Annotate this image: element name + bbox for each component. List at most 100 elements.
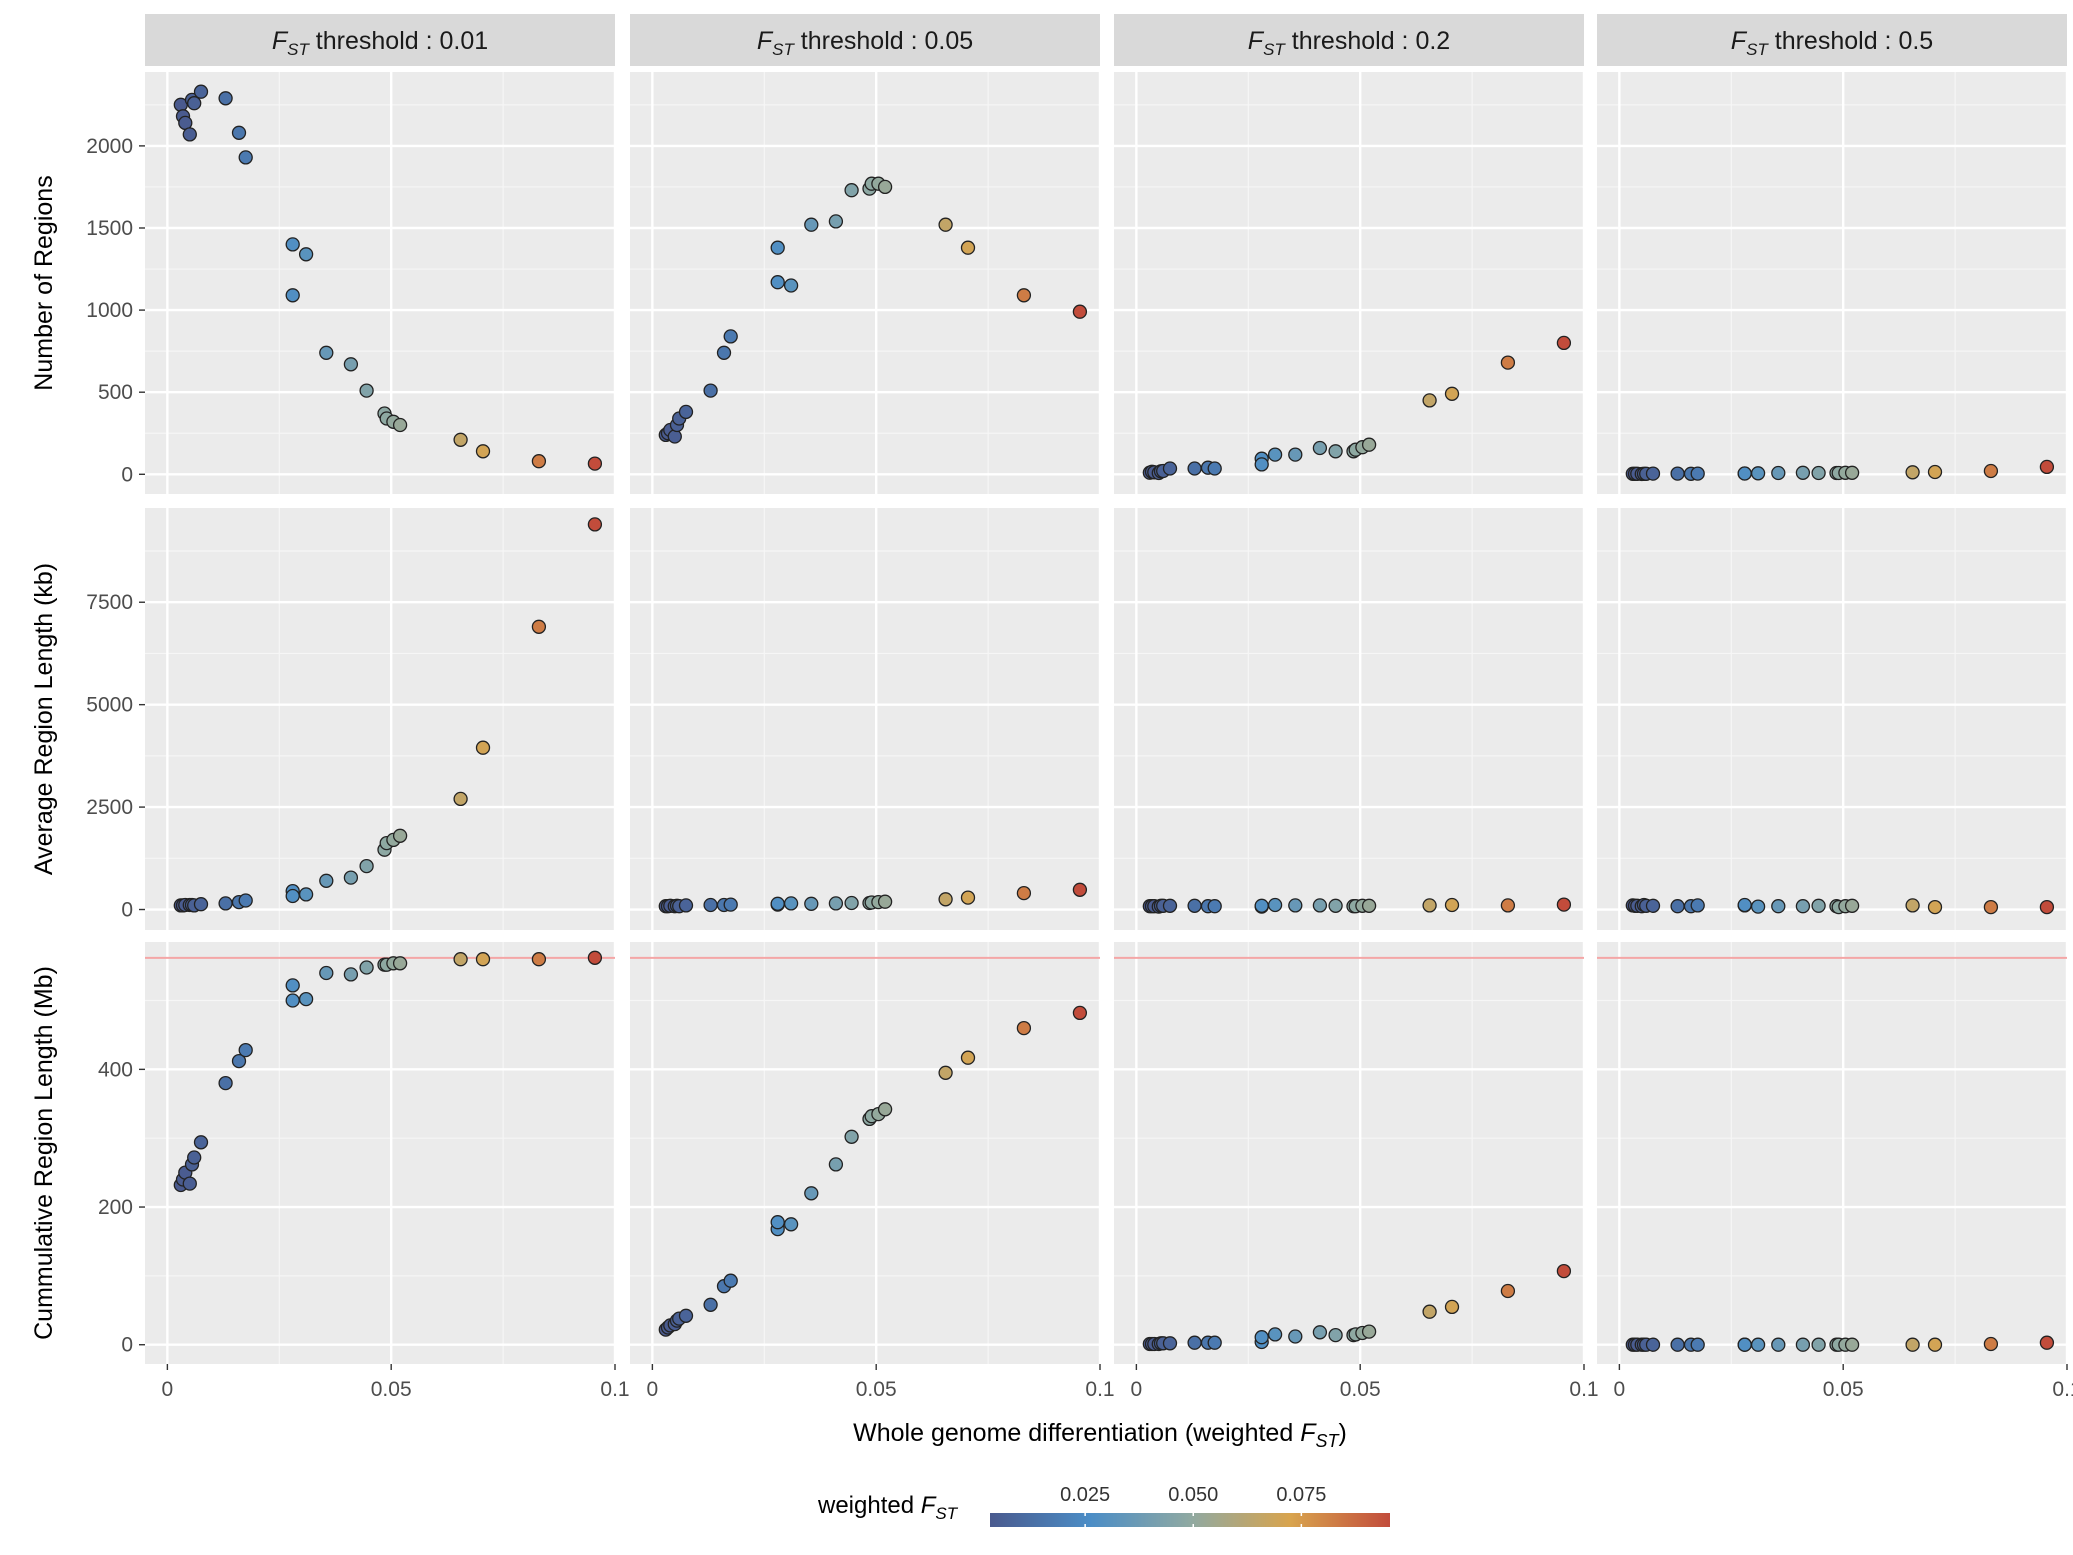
data-point xyxy=(1162,461,1178,476)
x-tick-label: 0.1 xyxy=(1569,1378,1598,1401)
data-point xyxy=(1690,898,1705,913)
data-point xyxy=(1983,899,1999,915)
data-point xyxy=(770,1215,785,1230)
y-tick-label: 2000 xyxy=(86,135,133,158)
colorbar-tick-label: 0.075 xyxy=(1276,1484,1326,1506)
data-point xyxy=(1422,393,1437,408)
data-point xyxy=(475,740,491,755)
data-point xyxy=(1328,444,1343,459)
data-point xyxy=(392,417,408,433)
y-tick-label: 0 xyxy=(121,463,133,486)
facet-strip-label: FST threshold : 0.01 xyxy=(272,27,488,59)
data-point xyxy=(770,275,785,290)
data-point xyxy=(1254,457,1269,472)
data-point xyxy=(1072,304,1088,319)
facet-strip-label: FST threshold : 0.05 xyxy=(757,27,973,59)
facet-strip xyxy=(1114,14,1584,66)
data-point xyxy=(285,288,300,303)
panel xyxy=(145,72,617,494)
data-point xyxy=(319,345,334,360)
data-point xyxy=(1267,1327,1283,1342)
x-tick-label: 0.05 xyxy=(1340,1378,1381,1401)
data-point xyxy=(343,357,359,372)
data-point xyxy=(2039,1335,2055,1350)
panel-background xyxy=(1114,942,1584,1364)
data-point xyxy=(804,1186,819,1201)
facet-strip-label: FST threshold : 0.5 xyxy=(1731,27,1933,59)
data-point xyxy=(1254,898,1269,913)
data-point xyxy=(1771,465,1786,481)
data-point xyxy=(1795,899,1811,914)
data-point xyxy=(1422,898,1437,913)
data-point xyxy=(1983,463,1999,479)
data-point xyxy=(238,150,253,165)
colorbar xyxy=(990,1513,1390,1527)
data-point xyxy=(1187,1335,1202,1350)
data-point xyxy=(319,965,334,981)
data-point xyxy=(193,1135,209,1150)
data-point xyxy=(1016,1020,1032,1036)
panel-background xyxy=(630,508,1100,930)
facet-strip-label: FST threshold : 0.2 xyxy=(1248,27,1450,59)
data-point xyxy=(960,890,976,905)
data-point xyxy=(1983,1336,1999,1352)
data-point xyxy=(716,345,732,360)
data-point xyxy=(285,993,300,1008)
y-tick-label: 0 xyxy=(121,1334,133,1357)
data-point xyxy=(1811,465,1826,481)
data-point xyxy=(1690,466,1705,481)
data-point xyxy=(844,1129,859,1144)
facet-strip xyxy=(630,14,1100,66)
data-point xyxy=(359,960,374,975)
data-point xyxy=(1207,461,1222,476)
data-point xyxy=(844,183,859,198)
data-point xyxy=(1072,882,1088,897)
data-point xyxy=(804,217,819,232)
data-point xyxy=(359,383,374,398)
x-tick-label: 0.05 xyxy=(1823,1378,1864,1401)
data-point xyxy=(1750,1337,1766,1352)
data-point xyxy=(1444,386,1460,401)
data-point xyxy=(298,247,314,262)
data-point xyxy=(2039,459,2055,475)
data-point xyxy=(1500,1283,1516,1299)
data-point xyxy=(531,619,547,634)
colorbar-tick-label: 0.025 xyxy=(1060,1484,1110,1506)
panel xyxy=(630,942,1102,1364)
data-point xyxy=(1905,465,1920,480)
data-point xyxy=(1288,1329,1303,1344)
data-point xyxy=(1187,461,1202,476)
data-point xyxy=(187,96,202,111)
data-point xyxy=(1645,898,1661,913)
data-point xyxy=(1737,466,1752,481)
data-point xyxy=(1267,897,1283,913)
data-point xyxy=(667,429,682,444)
data-point xyxy=(531,952,547,967)
data-point xyxy=(285,978,300,993)
x-tick-label: 0 xyxy=(1131,1378,1143,1401)
data-point xyxy=(678,1308,694,1323)
data-point xyxy=(723,897,738,912)
data-point xyxy=(1267,447,1283,462)
x-axis-title: Whole genome differentiation (weighted F… xyxy=(853,1419,1347,1451)
data-point xyxy=(1905,898,1920,913)
panel xyxy=(1114,72,1586,494)
data-point xyxy=(1927,899,1943,915)
data-point xyxy=(231,1053,247,1069)
data-point xyxy=(1207,1335,1222,1350)
x-tick-label: 0.1 xyxy=(1085,1378,1114,1401)
data-point xyxy=(783,896,799,911)
data-point xyxy=(231,125,247,140)
data-point xyxy=(193,897,209,912)
data-point xyxy=(1645,1337,1661,1352)
data-point xyxy=(1312,1325,1328,1340)
data-point xyxy=(343,967,359,982)
data-point xyxy=(1737,897,1752,913)
facet-strip xyxy=(1597,14,2067,66)
data-point xyxy=(285,237,300,252)
panel-background xyxy=(630,942,1100,1364)
data-point xyxy=(783,1217,799,1232)
data-point xyxy=(1927,464,1943,480)
data-point xyxy=(828,896,844,911)
panel-background xyxy=(145,72,615,494)
